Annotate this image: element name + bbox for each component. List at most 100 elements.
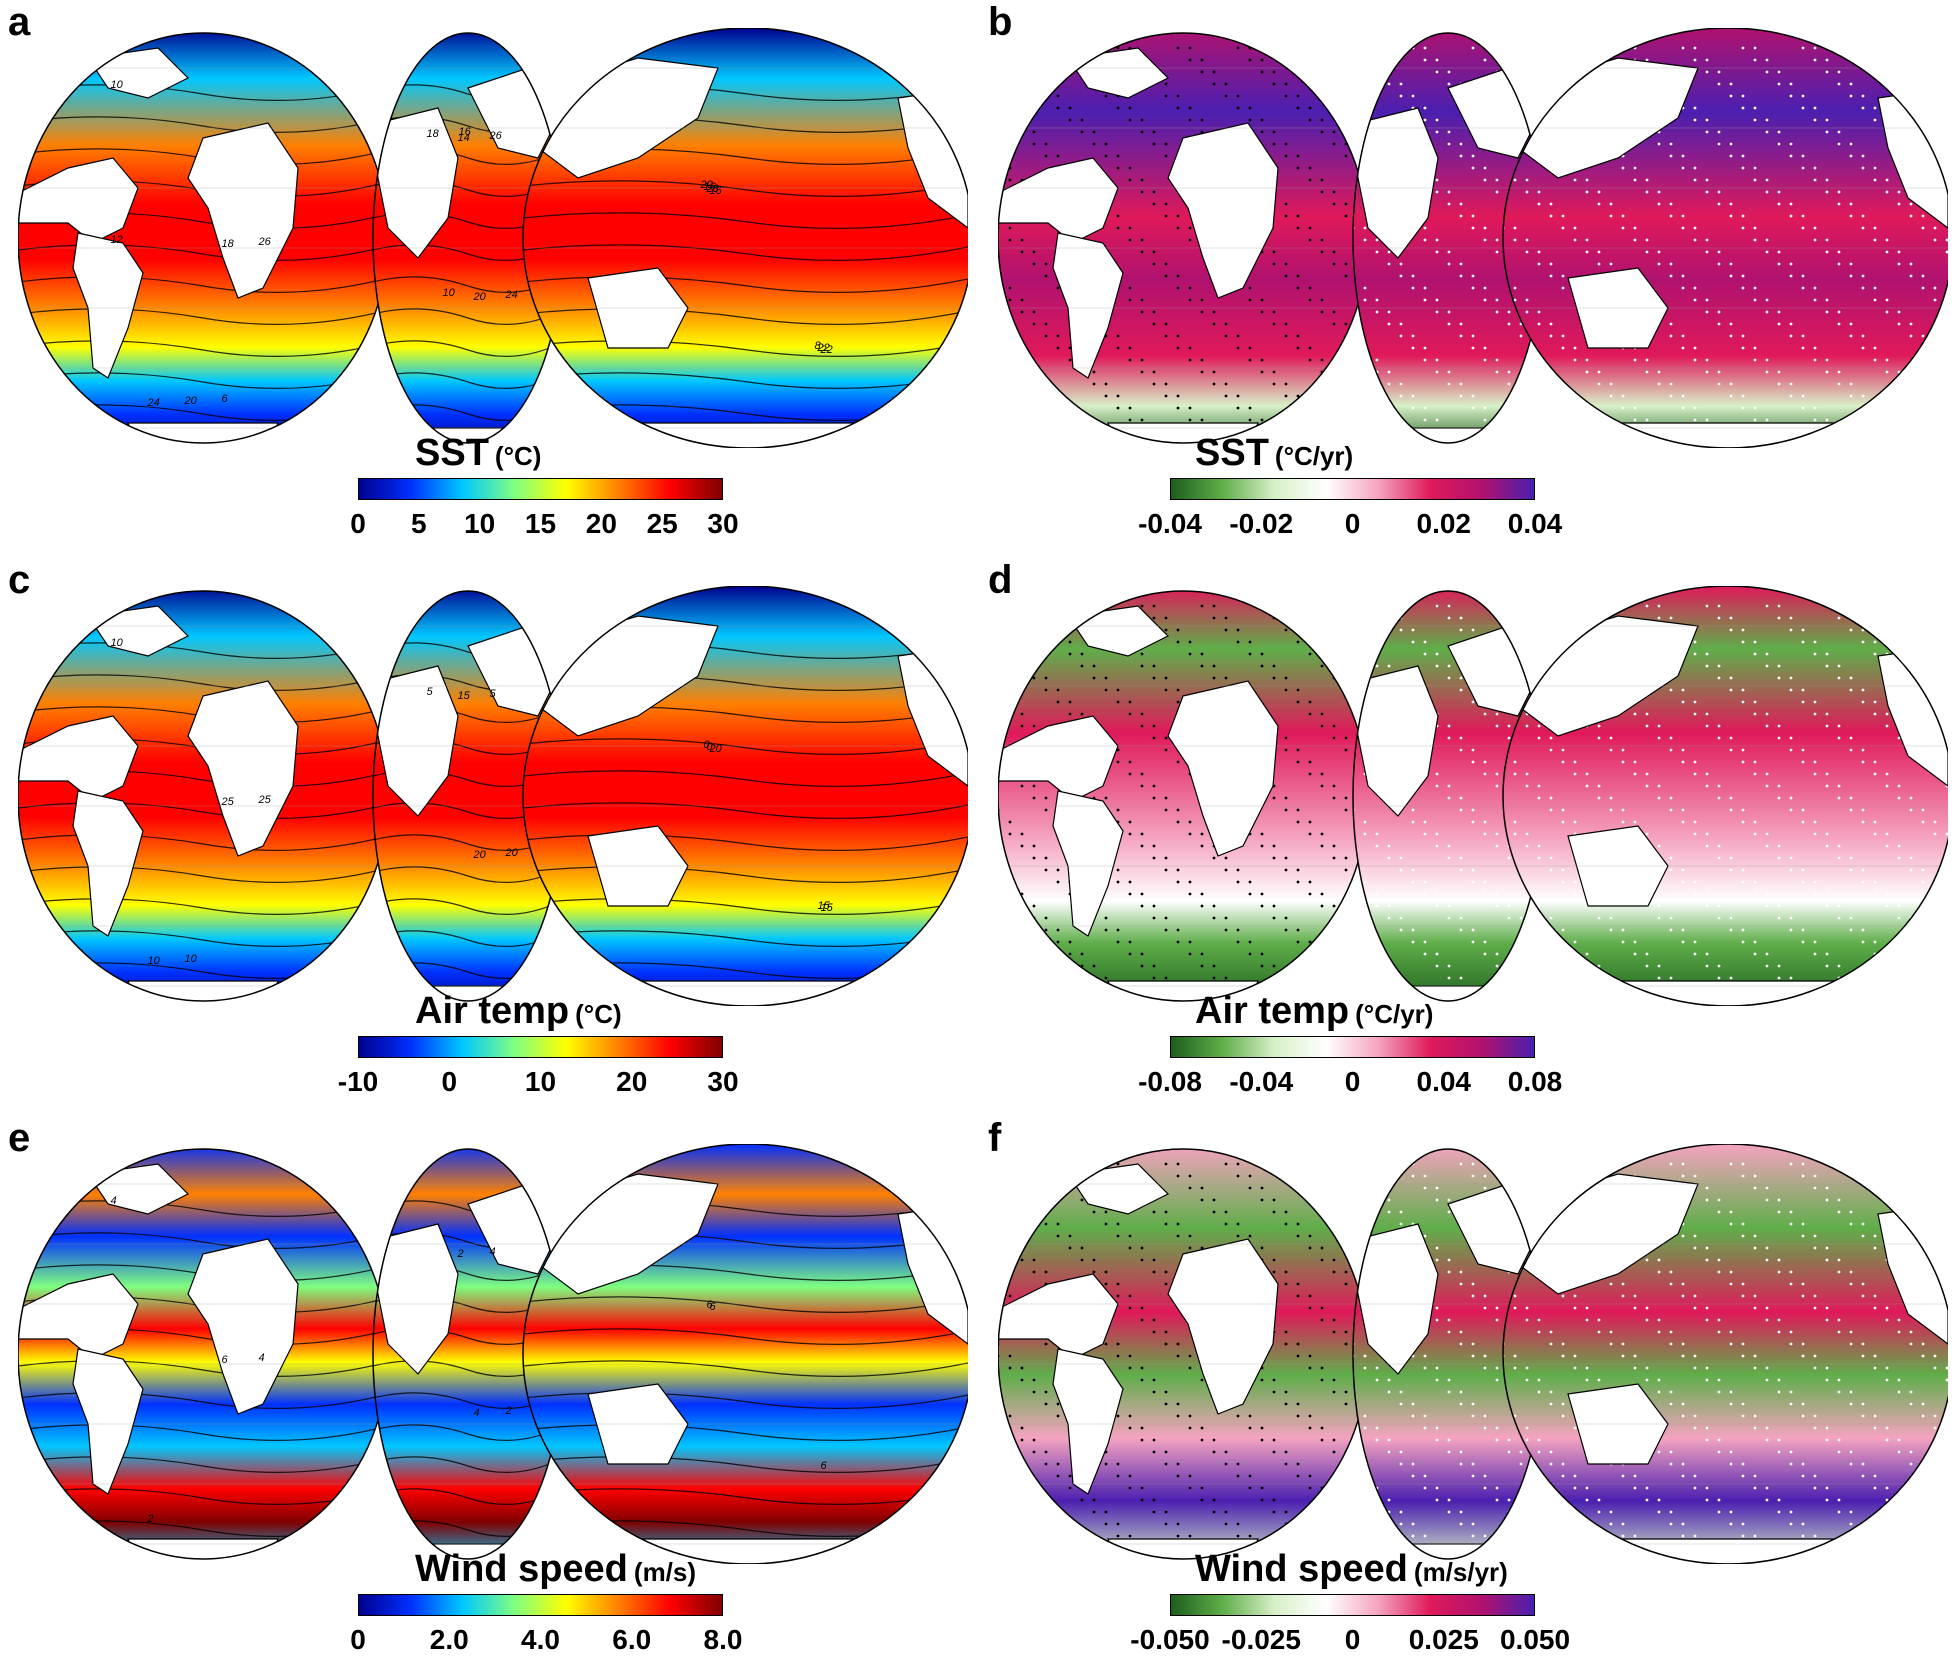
variable-title: SST (°C)	[415, 432, 541, 475]
contour-label: 10	[111, 637, 124, 649]
contour-line	[373, 866, 563, 883]
colorbar	[358, 1036, 723, 1058]
world-map	[998, 586, 1948, 1006]
panel-label: a	[8, 0, 31, 44]
land-mass	[18, 157, 139, 244]
contour-label: 20	[184, 395, 198, 407]
contour-line	[523, 802, 968, 819]
land-mass	[127, 980, 279, 1001]
contour-label: 25	[258, 794, 272, 806]
indian-lobe	[373, 1149, 563, 1559]
colorbar-tick-label: -10	[337, 1066, 379, 1097]
land-mass	[1596, 422, 1880, 448]
contour-line	[523, 1488, 968, 1505]
contour-line	[523, 930, 968, 947]
colorbar-tick-label: 0.04	[1507, 508, 1563, 539]
contour-line	[18, 898, 388, 915]
contour-label: 15	[458, 690, 471, 702]
contour-line	[18, 802, 388, 819]
contour-line	[373, 1424, 563, 1441]
atlantic-lobe	[18, 591, 388, 1001]
variable-unit: (m/s)	[633, 1557, 697, 1587]
colorbar	[1170, 478, 1535, 500]
atlantic-lobe	[18, 33, 388, 443]
colorbar-tick-label: 0	[1344, 508, 1361, 539]
contour-label: 20	[505, 847, 519, 859]
atlantic-lobe	[998, 591, 1368, 1001]
land-mass	[1167, 1238, 1279, 1415]
land-mass	[1052, 790, 1124, 937]
variable-title: Air temp (°C)	[415, 990, 622, 1033]
panel-f: f Wind speed (m/s/yr) -0.050 -0.025 0 0.025 0.0…	[980, 1116, 1950, 1672]
land-mass	[187, 1238, 299, 1415]
contour-label: 12	[111, 234, 123, 246]
contour-label: 6	[222, 1354, 229, 1366]
variable-name: Wind speed	[415, 1548, 628, 1590]
contour-line	[523, 1328, 968, 1345]
panel-label: b	[988, 0, 1013, 44]
contour-line	[523, 1296, 968, 1313]
colorbar-tick-label: 25	[646, 508, 678, 539]
colorbar-tick-label: 5	[411, 508, 427, 539]
contour-line	[523, 1424, 968, 1441]
land-mass	[1355, 1223, 1439, 1375]
colorbar-tick-label: 0	[1344, 1066, 1361, 1097]
variable-unit: (m/s/yr)	[1413, 1557, 1508, 1587]
contour-line	[523, 738, 968, 755]
contour-label: 6	[222, 393, 229, 405]
land-mass	[616, 422, 900, 448]
contour-line	[18, 244, 388, 261]
contour-line	[373, 308, 563, 325]
colorbar-tick-label: 20	[585, 508, 617, 539]
variable-name: SST	[415, 432, 489, 474]
colorbar-tick-label: 10	[464, 508, 496, 539]
pacific-lobe	[523, 1144, 968, 1564]
contour-label: 4	[474, 1407, 480, 1419]
contour-label: 10	[185, 953, 198, 965]
contour-label: 6	[707, 1299, 714, 1311]
world-map	[998, 1144, 1948, 1564]
land-mass	[1355, 665, 1439, 817]
contour-line	[523, 866, 968, 883]
contour-label: 16	[459, 126, 472, 138]
land-mass	[1066, 47, 1170, 99]
contour-label: 4	[259, 1352, 265, 1364]
contour-line	[523, 212, 968, 229]
land-mass	[187, 122, 299, 299]
panel-label: e	[8, 1116, 31, 1160]
contour-line	[18, 308, 388, 325]
contour-line	[523, 1360, 968, 1377]
panel-label: d	[988, 558, 1013, 602]
colorbar	[358, 478, 723, 500]
variable-unit: (°C)	[575, 999, 622, 1029]
land-mass	[1377, 427, 1519, 443]
panel-label: c	[8, 558, 31, 602]
land-mass	[616, 980, 900, 1006]
contour-line	[523, 180, 968, 197]
contour-line	[18, 1488, 388, 1505]
colorbar-tick-label: 0	[350, 508, 366, 539]
lobe-outline	[1502, 28, 1948, 448]
contour-label: 24	[147, 397, 160, 409]
contour-line	[523, 244, 968, 261]
land-mass	[998, 715, 1119, 802]
land-mass	[86, 1163, 190, 1215]
contour-label: 16	[704, 181, 717, 193]
colorbar-tick-label: 6.0	[612, 1624, 652, 1655]
contour-label: 10	[148, 955, 161, 967]
contour-line	[373, 898, 563, 915]
colorbar-tick-label: -0.025	[1221, 1624, 1301, 1655]
variable-title: Air temp (°C/yr)	[1195, 990, 1433, 1033]
colorbar-tick-label: -0.050	[1130, 1624, 1210, 1655]
land-mass	[1167, 680, 1279, 857]
variable-unit: (°C)	[494, 441, 542, 471]
land-mass	[1355, 107, 1439, 259]
land-mass	[86, 47, 190, 99]
lobe-outline	[1502, 586, 1948, 1006]
contour-line	[18, 866, 388, 883]
contour-line	[18, 930, 388, 947]
colorbar-tick-label: -0.08	[1138, 1066, 1202, 1097]
contour-line	[18, 372, 388, 389]
lobe-outline	[522, 28, 968, 448]
land-mass	[1066, 1163, 1170, 1215]
